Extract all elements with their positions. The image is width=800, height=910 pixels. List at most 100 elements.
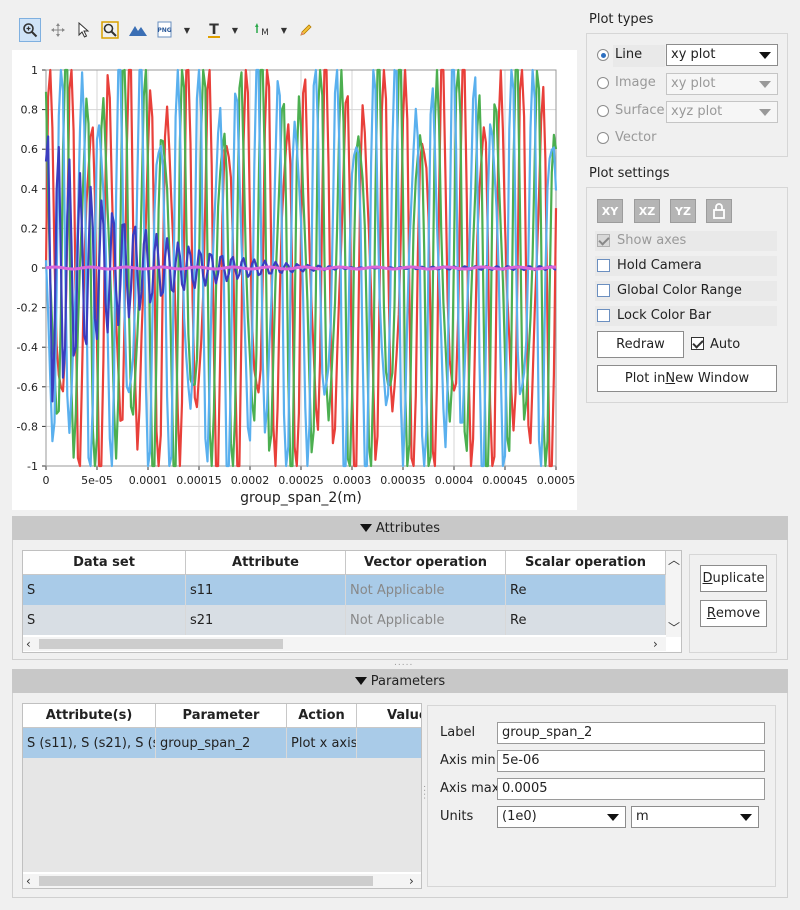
table-cell: s11 — [186, 575, 346, 605]
line-plot-select[interactable]: xy plot — [666, 44, 778, 66]
marker-button[interactable]: M — [250, 18, 274, 42]
table-cell: Re — [506, 605, 666, 635]
hold-camera-label: Hold Camera — [617, 258, 702, 273]
column-header[interactable]: Vector operation — [346, 551, 506, 575]
x-tick-label: 0.0005 — [537, 474, 576, 487]
chevron-left-icon[interactable]: ‹ — [26, 637, 31, 651]
axis-max-field[interactable]: 0.0005 — [497, 778, 765, 800]
scrollbar-thumb[interactable] — [39, 876, 373, 886]
zoom-icon — [23, 23, 38, 38]
horizontal-scrollbar[interactable]: ‹ › — [23, 637, 666, 651]
column-header[interactable]: Attribute(s) — [23, 704, 156, 728]
select-button[interactable] — [73, 18, 95, 42]
x-tick-label: 5e-05 — [81, 474, 113, 487]
radio-vector[interactable] — [597, 132, 609, 144]
global-color-range-checkbox[interactable] — [597, 284, 610, 297]
png-export-dropdown[interactable]: ▼ — [180, 18, 194, 42]
text-annotation-dropdown[interactable]: ▼ — [228, 18, 242, 42]
parameters-header[interactable]: Parameters — [12, 669, 788, 693]
png-export-button[interactable]: PNG — [154, 18, 176, 42]
x-tick-label: 0.0004 — [435, 474, 474, 487]
view-xy-button[interactable]: XY — [597, 199, 623, 223]
lock-icon — [713, 203, 725, 219]
text-annotation-icon: T — [208, 22, 220, 38]
svg-text:T: T — [209, 22, 219, 38]
mountain-icon — [129, 26, 147, 36]
chevron-right-icon[interactable]: › — [409, 874, 414, 888]
text-annotation-button[interactable]: T — [203, 18, 225, 42]
table-row[interactable]: S (s11), S (s21), S (s... group_span_2 P… — [23, 728, 421, 758]
surface-plot-select[interactable]: xyz plot — [666, 101, 778, 123]
vertical-scrollbar[interactable]: ︿ ﹀ — [666, 551, 681, 637]
view-yz-button[interactable]: YZ — [670, 199, 696, 223]
y-tick-label: 0.2 — [21, 222, 39, 235]
x-tick-label: 0.00025 — [278, 474, 324, 487]
auto-label: Auto — [710, 337, 741, 352]
parameters-title: Parameters — [370, 673, 446, 689]
mountain-button[interactable] — [126, 18, 150, 42]
radio-line[interactable] — [597, 49, 609, 61]
show-axes-label: Show axes — [617, 233, 687, 248]
radio-line-label: Line — [615, 47, 643, 62]
chevron-down-icon: ▼ — [280, 25, 288, 35]
column-header[interactable]: Parameter — [156, 704, 287, 728]
marker-dropdown[interactable]: ▼ — [277, 18, 291, 42]
column-header[interactable]: Value — [357, 704, 421, 728]
radio-image[interactable] — [597, 77, 609, 89]
units-scale-select[interactable]: (1e0) — [497, 806, 626, 828]
attributes-header[interactable]: Attributes — [12, 516, 788, 540]
radio-surface-label: Surface — [615, 103, 665, 118]
plot-types-title: Plot types — [589, 12, 654, 27]
show-axes-checkbox[interactable] — [597, 234, 610, 247]
horizontal-scrollbar[interactable]: ‹ › — [23, 874, 421, 888]
chevron-left-icon[interactable]: ‹ — [26, 874, 31, 888]
y-tick-label: 0.6 — [21, 143, 39, 156]
hold-camera-checkbox[interactable] — [597, 259, 610, 272]
scrollbar-thumb[interactable] — [39, 639, 283, 649]
line-chart[interactable]: 0 5e-05 0.0001 0.00015 0.0002 0.00025 0.0003 0.… — [12, 50, 577, 510]
auto-checkbox[interactable] — [691, 337, 704, 350]
series-line — [44, 68, 558, 468]
image-plot-select[interactable]: xy plot — [666, 73, 778, 95]
series-line — [44, 68, 558, 468]
redraw-button[interactable]: Redraw — [597, 331, 684, 358]
table-row[interactable]: S s21 Not Applicable Re — [23, 605, 666, 635]
plot-types-panel: Line xy plot Image xy plot Surface xyz p… — [586, 33, 788, 157]
global-color-range-label: Global Color Range — [617, 283, 742, 298]
zoom-box-button[interactable] — [99, 18, 121, 42]
chevron-right-icon[interactable]: › — [653, 637, 658, 651]
column-header[interactable]: Action — [287, 704, 357, 728]
table-cell: S — [23, 605, 186, 635]
splitter-handle[interactable]: .... — [421, 785, 431, 801]
units-select[interactable]: m — [631, 806, 759, 828]
radio-vector-label: Vector — [615, 130, 657, 145]
marker-icon: M — [255, 23, 269, 38]
chevron-down-icon: ▼ — [183, 25, 191, 35]
table-row[interactable]: S s11 Not Applicable Re — [23, 575, 666, 605]
units-label: Units — [440, 809, 474, 824]
pencil-button[interactable] — [296, 18, 316, 42]
lock-color-bar-checkbox[interactable] — [597, 309, 610, 322]
axis-min-field[interactable]: 5e-06 — [497, 750, 765, 772]
chevron-up-icon[interactable]: ︿ — [668, 553, 681, 567]
column-header[interactable]: Attribute — [186, 551, 346, 575]
axis-max-label: Axis max — [440, 781, 500, 796]
lock-view-button[interactable] — [706, 199, 732, 223]
chevron-down-icon[interactable]: ﹀ — [668, 621, 681, 635]
column-header[interactable]: Data set — [23, 551, 186, 575]
column-header[interactable]: Scalar operation — [506, 551, 666, 575]
pan-button[interactable] — [47, 18, 69, 42]
zoom-button[interactable] — [19, 18, 41, 42]
radio-surface[interactable] — [597, 105, 609, 117]
y-tick-label: -1 — [27, 460, 38, 473]
label-field[interactable]: group_span_2 — [497, 722, 765, 744]
radio-image-label: Image — [615, 75, 656, 90]
view-xz-button[interactable]: XZ — [634, 199, 660, 223]
plot-area[interactable]: 0 5e-05 0.0001 0.00015 0.0002 0.00025 0.0003 0.… — [12, 50, 577, 510]
x-tick-label: 0.00015 — [176, 474, 222, 487]
splitter-handle[interactable]: ..... — [394, 658, 414, 668]
chevron-down-icon: ▼ — [231, 25, 239, 35]
